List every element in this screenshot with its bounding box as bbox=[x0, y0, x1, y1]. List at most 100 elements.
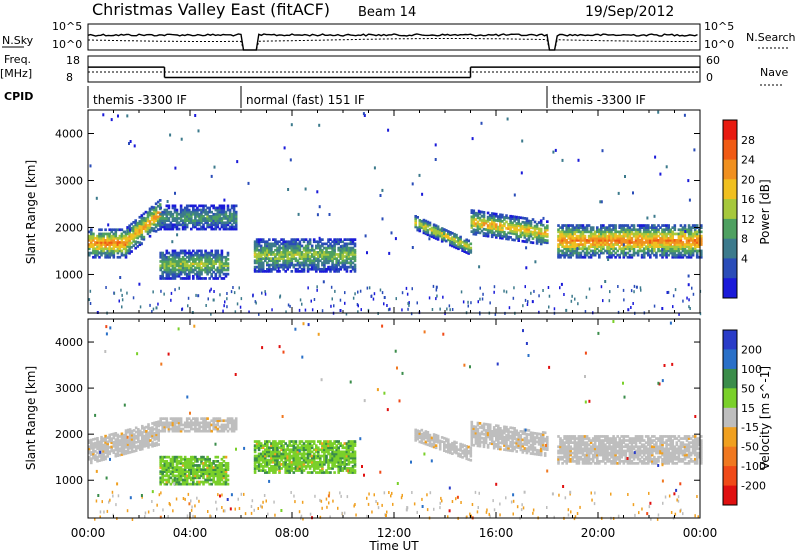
heatmap-cell bbox=[179, 455, 183, 459]
heatmap-cell bbox=[272, 460, 275, 464]
heatmap-cell bbox=[310, 244, 314, 248]
heatmap-cell bbox=[673, 239, 677, 242]
heatmap-cell bbox=[175, 264, 179, 268]
heatmap-cell bbox=[90, 453, 93, 456]
heatmap-cell bbox=[192, 417, 195, 420]
heatmap-cell bbox=[268, 463, 271, 466]
heatmap-cell bbox=[114, 243, 118, 246]
nsearch-trace bbox=[88, 38, 698, 51]
heatmap-cell bbox=[296, 246, 300, 250]
heatmap-cell bbox=[163, 223, 167, 227]
heatmap-cell bbox=[339, 442, 342, 445]
heatmap-cell bbox=[569, 232, 572, 236]
heatmap-cell bbox=[321, 469, 324, 472]
heatmap-cell bbox=[272, 448, 275, 452]
heatmap-cell bbox=[94, 243, 97, 246]
heatmap-cell bbox=[482, 217, 486, 220]
heatmap-cell bbox=[537, 221, 541, 224]
heatmap-cell bbox=[505, 233, 508, 236]
heatmap-cell bbox=[571, 234, 575, 238]
heatmap-cell bbox=[165, 474, 169, 478]
heatmap-cell bbox=[284, 255, 287, 258]
heatmap-cell bbox=[159, 206, 162, 210]
heatmap-cell bbox=[604, 280, 607, 283]
heatmap-cell bbox=[602, 247, 605, 251]
heatmap-cell bbox=[156, 211, 160, 214]
heatmap-cell bbox=[559, 253, 562, 257]
heatmap-cell bbox=[539, 223, 543, 227]
heatmap-cell bbox=[206, 264, 209, 268]
heatmap-cell bbox=[280, 458, 283, 462]
heatmap-cell bbox=[486, 226, 490, 230]
heatmap-cell bbox=[288, 465, 291, 468]
heatmap-cell bbox=[353, 255, 357, 258]
heatmap-cell bbox=[329, 440, 332, 443]
heatmap-cell bbox=[296, 244, 300, 248]
heatmap-cell bbox=[497, 217, 500, 220]
heatmap-cell bbox=[569, 228, 572, 232]
heatmap-cell bbox=[671, 226, 674, 229]
heatmap-cell bbox=[130, 444, 134, 447]
heatmap-cell bbox=[159, 260, 162, 263]
heatmap-cell bbox=[190, 478, 193, 482]
heatmap-cell bbox=[139, 442, 142, 445]
heatmap-cell bbox=[292, 463, 296, 466]
heatmap-cell bbox=[476, 222, 480, 226]
heatmap-cell bbox=[276, 265, 279, 269]
heatmap-cell bbox=[598, 232, 601, 236]
heatmap-cell bbox=[198, 260, 201, 263]
heatmap-cell bbox=[602, 224, 605, 227]
heatmap-cell bbox=[667, 247, 670, 251]
heatmap-cell bbox=[600, 234, 603, 238]
heatmap-cell bbox=[183, 468, 187, 471]
heatmap-cell bbox=[202, 468, 205, 471]
heatmap-cell bbox=[505, 235, 508, 239]
heatmap-cell bbox=[490, 227, 494, 230]
heatmap-cell bbox=[543, 234, 547, 238]
heatmap-cell bbox=[208, 217, 211, 220]
heatmap-cell bbox=[194, 114, 197, 117]
heatmap-cell bbox=[700, 236, 703, 240]
heatmap-cell bbox=[196, 258, 199, 261]
heatmap-cell bbox=[323, 471, 326, 474]
heatmap-cell bbox=[141, 443, 144, 447]
heatmap-cell bbox=[202, 417, 205, 420]
heatmap-cell bbox=[171, 206, 175, 210]
heatmap-cell bbox=[614, 251, 617, 255]
heatmap-cell bbox=[278, 440, 281, 443]
heatmap-cell bbox=[179, 251, 183, 255]
heatmap-cell bbox=[476, 227, 480, 230]
heatmap-cell bbox=[349, 248, 353, 252]
heatmap-cell bbox=[181, 249, 185, 253]
heatmap-cell bbox=[288, 240, 291, 244]
heatmap-cell bbox=[381, 188, 384, 192]
heatmap-cell bbox=[310, 265, 314, 269]
heatmap-cell bbox=[188, 208, 191, 212]
heatmap-cell bbox=[106, 452, 109, 456]
heatmap-cell bbox=[492, 231, 496, 235]
heatmap-cell bbox=[577, 236, 581, 240]
heatmap-cell bbox=[571, 232, 575, 236]
heatmap-cell bbox=[156, 221, 160, 225]
heatmap-cell bbox=[488, 230, 492, 234]
heatmap-cell bbox=[198, 219, 201, 222]
heatmap-cell bbox=[179, 204, 183, 208]
heatmap-cell bbox=[653, 224, 656, 227]
heatmap-cell bbox=[565, 308, 568, 312]
heatmap-cell bbox=[175, 223, 179, 227]
heatmap-cell bbox=[531, 230, 535, 234]
heatmap-cell bbox=[459, 239, 462, 243]
heatmap-cell bbox=[624, 228, 628, 232]
heatmap-cell bbox=[290, 448, 294, 452]
heatmap-cell bbox=[190, 425, 193, 429]
heatmap-cell bbox=[681, 253, 685, 257]
heatmap-cell bbox=[216, 266, 220, 270]
heatmap-cell bbox=[124, 234, 128, 238]
heatmap-cell bbox=[112, 241, 116, 244]
heatmap-cell bbox=[96, 241, 99, 244]
heatmap-cell bbox=[567, 232, 570, 236]
heatmap-cell bbox=[165, 464, 169, 467]
heatmap-cell bbox=[527, 221, 531, 225]
heatmap-cell bbox=[632, 243, 636, 246]
heatmap-cell bbox=[347, 460, 351, 464]
